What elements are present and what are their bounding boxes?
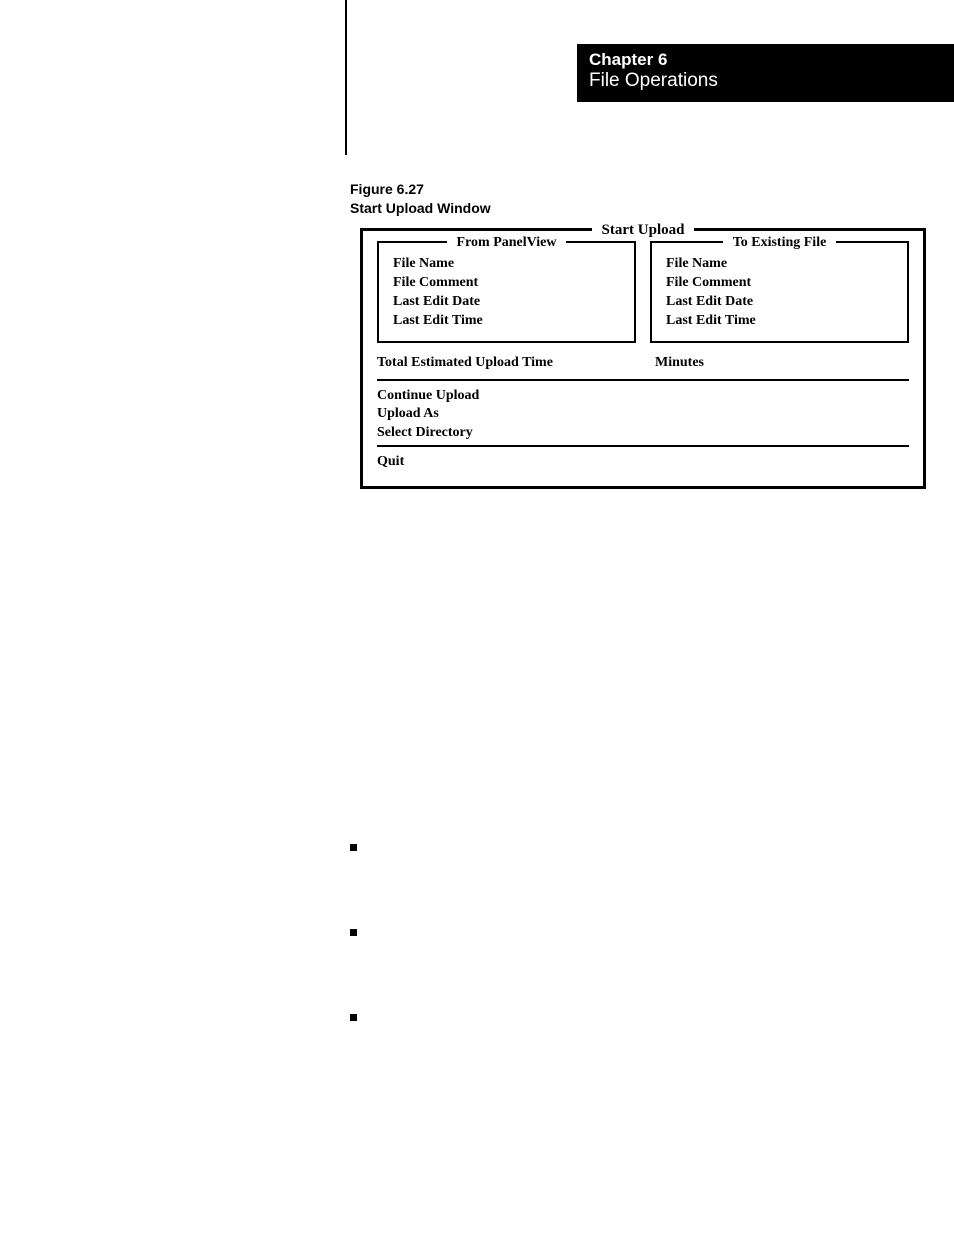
from-file-name: File Name [393,255,620,274]
from-panelview-title: From PanelView [447,235,567,250]
upload-time-label: Total Estimated Upload Time [377,355,655,371]
bullet-list [350,840,375,1095]
panel-title-wrap: To Existing File [652,233,907,251]
to-file-comment: File Comment [666,274,893,293]
chapter-number: Chapter 6 [589,50,942,70]
chapter-header: Chapter 6 File Operations [577,44,954,102]
to-file-name: File Name [666,255,893,274]
from-last-edit-time: Last Edit Time [393,312,620,331]
panels-row: From PanelView File Name File Comment La… [377,241,909,343]
select-directory-item[interactable]: Select Directory [377,424,909,443]
figure-caption: Figure 6.27 Start Upload Window [350,180,491,218]
upload-as-item[interactable]: Upload As [377,405,909,424]
quit-item[interactable]: Quit [377,453,909,472]
upload-time-row: Total Estimated Upload Time Minutes [377,353,909,377]
bullet-icon [350,1014,357,1021]
to-last-edit-date: Last Edit Date [666,293,893,312]
quit-section: Quit [377,453,909,472]
from-last-edit-date: Last Edit Date [393,293,620,312]
upload-time-unit: Minutes [655,355,909,371]
from-panelview-panel: From PanelView File Name File Comment La… [377,241,636,343]
to-panel-lines: File Name File Comment Last Edit Date La… [666,255,893,331]
menu-section: Continue Upload Upload As Select Directo… [377,387,909,444]
figure-title: Start Upload Window [350,199,491,218]
from-file-comment: File Comment [393,274,620,293]
start-upload-dialog: Start Upload From PanelView File Name Fi… [360,228,926,489]
chapter-subtitle: File Operations [589,70,942,93]
list-item [350,925,375,936]
to-last-edit-time: Last Edit Time [666,312,893,331]
panel-title-wrap: From PanelView [379,233,634,251]
to-existing-file-panel: To Existing File File Name File Comment … [650,241,909,343]
to-existing-file-title: To Existing File [723,235,837,250]
bullet-icon [350,929,357,936]
list-item [350,1010,375,1021]
list-item [350,840,375,851]
from-panel-lines: File Name File Comment Last Edit Date La… [393,255,620,331]
bullet-icon [350,844,357,851]
divider-line [377,445,909,447]
vertical-divider [345,0,347,155]
figure-label: Figure 6.27 [350,180,491,199]
divider-line [377,379,909,381]
continue-upload-item[interactable]: Continue Upload [377,387,909,406]
